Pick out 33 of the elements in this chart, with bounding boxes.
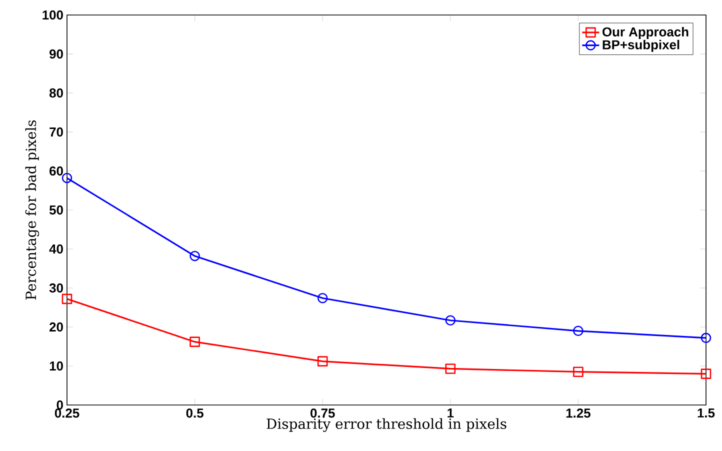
point — [700, 332, 712, 344]
point — [445, 315, 456, 326]
y-tick-label: 30 — [49, 283, 63, 293]
y-tick-label: 100 — [42, 10, 63, 20]
y-tick-label: 50 — [49, 205, 63, 215]
x-tick-label: 0.75 — [310, 408, 335, 418]
legend-label: Our Approach — [602, 26, 688, 40]
point — [190, 336, 200, 347]
y-tick-label: 60 — [50, 166, 63, 176]
x-tick-label: 1 — [448, 408, 454, 418]
x-tick-label: 1.5 — [698, 408, 715, 418]
y-tick-label: 0 — [56, 400, 63, 410]
y-tick-label: 90 — [50, 49, 63, 59]
y-axis-title: Percentage for bad pixels — [25, 120, 40, 300]
point — [317, 292, 328, 304]
point — [62, 172, 72, 184]
point — [573, 366, 584, 377]
point — [190, 250, 200, 262]
y-tick-label: 80 — [49, 88, 63, 98]
x-tick-label: 0.25 — [54, 408, 80, 418]
x-tick-label: 1.25 — [566, 408, 590, 418]
y-tick-label: 20 — [50, 322, 63, 332]
point — [62, 294, 72, 304]
x-axis-title: Disparity error threshold in pixels — [266, 418, 506, 432]
x-tick-label: 0.5 — [186, 408, 204, 418]
y-tick-label: 40 — [49, 244, 63, 254]
y-tick-label: 10 — [50, 361, 63, 371]
point — [700, 368, 712, 379]
point — [445, 364, 456, 374]
legend-label: BP+subpixel — [602, 40, 680, 52]
point — [317, 356, 328, 366]
y-tick-label: 70 — [50, 127, 63, 137]
point — [573, 326, 584, 336]
